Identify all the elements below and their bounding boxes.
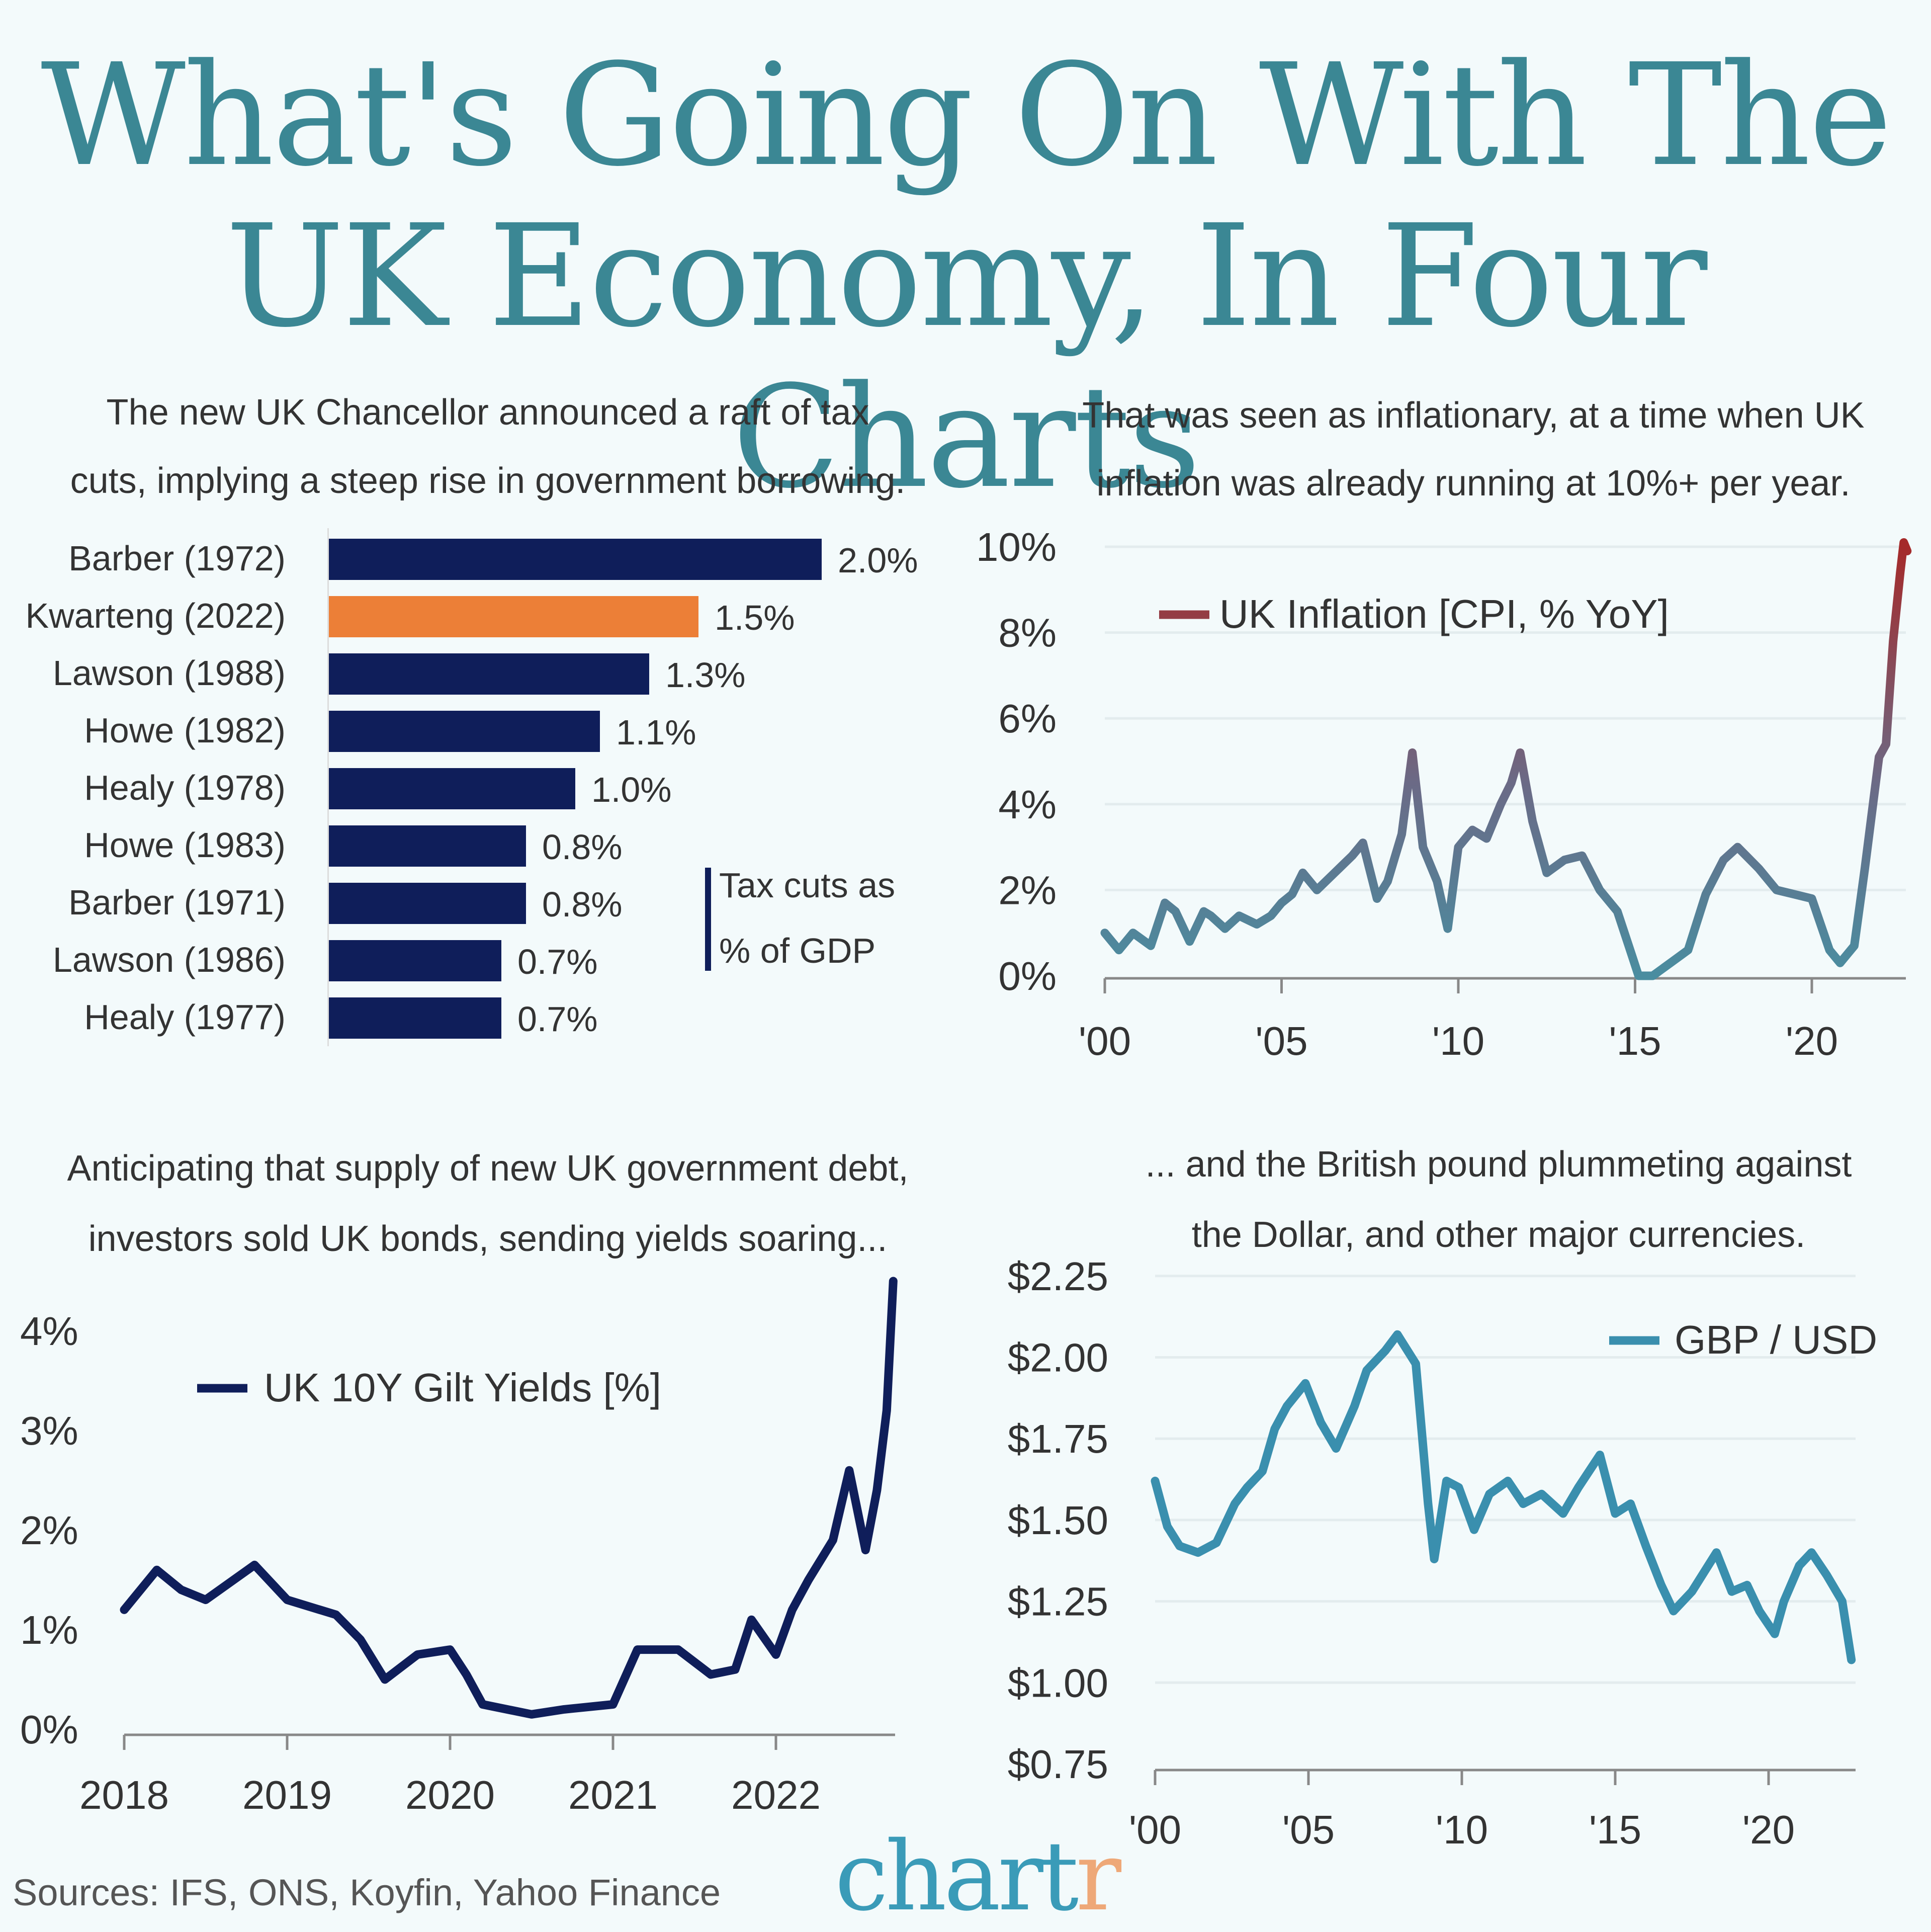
bar-category-label: Howe (1982) <box>84 711 286 750</box>
bar-value-label: 0.8% <box>542 827 623 867</box>
logo-main: chart <box>835 1821 1079 1932</box>
chartr-logo: chartr <box>835 1821 1121 1932</box>
bar <box>329 711 600 752</box>
sources-text: Sources: IFS, ONS, Koyfin, Yahoo Finance <box>13 1872 721 1913</box>
bar-category-label: Kwarteng (2022) <box>25 596 286 635</box>
legend-label: UK Inflation [CPI, % YoY] <box>1219 592 1669 636</box>
chart3-subtitle-1: Anticipating that supply of new UK gover… <box>67 1148 909 1189</box>
series-line <box>1151 1330 1856 1664</box>
bar-value-label: 1.1% <box>616 713 696 752</box>
y-tick-label: 2% <box>20 1508 78 1553</box>
y-tick-label: $1.75 <box>1008 1416 1108 1461</box>
bar-value-label: 1.3% <box>665 655 746 695</box>
x-tick-label: '05 <box>1282 1807 1335 1852</box>
bar <box>329 997 501 1039</box>
x-tick-label: '15 <box>1589 1807 1641 1852</box>
bar-category-label: Lawson (1988) <box>52 653 286 693</box>
y-tick-label: $1.50 <box>1008 1498 1108 1543</box>
bar-category-label: Barber (1971) <box>68 883 286 922</box>
bar-value-label: 1.5% <box>715 598 795 637</box>
y-tick-label: $2.25 <box>1008 1254 1108 1299</box>
y-tick-label: $1.00 <box>1008 1660 1108 1705</box>
x-tick-label: 2021 <box>568 1773 658 1817</box>
bar-value-label: 2.0% <box>838 541 918 580</box>
bar-category-label: Healy (1978) <box>84 768 286 807</box>
bar-value-label: 1.0% <box>591 770 672 809</box>
page-title-line-2: UK Economy, In Four Charts <box>225 195 1707 520</box>
x-tick-label: '15 <box>1609 1019 1661 1063</box>
bar <box>329 883 526 924</box>
page-title-line-1: What's Going On With The <box>41 34 1892 198</box>
y-tick-label: $1.25 <box>1008 1579 1108 1624</box>
y-tick-label: 2% <box>998 868 1057 912</box>
legend-label-2: % of GDP <box>719 931 876 970</box>
chart1-subtitle-1: The new UK Chancellor announced a raft o… <box>106 392 869 433</box>
y-tick-label: 4% <box>20 1309 78 1354</box>
legend-label-1: Tax cuts as <box>719 866 896 905</box>
x-tick-label: '00 <box>1079 1019 1131 1063</box>
bar <box>329 768 575 809</box>
legend-label: GBP / USD <box>1675 1317 1877 1362</box>
y-tick-label: 3% <box>20 1408 78 1453</box>
bar-value-label: 0.7% <box>517 999 598 1039</box>
y-tick-label: $0.75 <box>1008 1742 1108 1787</box>
bar-category-label: Howe (1983) <box>84 825 286 865</box>
series-line <box>120 1277 898 1719</box>
x-tick-label: '10 <box>1436 1807 1488 1852</box>
legend-bar-marker <box>705 868 711 971</box>
bar-value-label: 0.7% <box>517 942 598 981</box>
bar-category-label: Lawson (1986) <box>52 940 286 979</box>
logo-accent: r <box>1076 1821 1121 1932</box>
bar-value-label: 0.8% <box>542 885 623 924</box>
chart3-subtitle-2: investors sold UK bonds, sending yields … <box>88 1219 888 1259</box>
chart4-subtitle-2: the Dollar, and other major currencies. <box>1191 1215 1806 1255</box>
x-tick-label: '20 <box>1786 1019 1838 1063</box>
bar <box>329 653 649 695</box>
y-tick-label: 1% <box>20 1608 78 1652</box>
y-tick-label: 4% <box>998 782 1057 827</box>
bar-category-label: Healy (1977) <box>84 997 286 1037</box>
x-tick-label: 2020 <box>405 1773 495 1817</box>
chart4-subtitle-1: ... and the British pound plummeting aga… <box>1145 1144 1852 1185</box>
legend-label: UK 10Y Gilt Yields [%] <box>264 1365 661 1410</box>
bar <box>329 539 822 580</box>
bar <box>329 596 698 637</box>
bar-category-label: Barber (1972) <box>68 539 286 578</box>
y-tick-label: 6% <box>998 696 1057 741</box>
y-tick-label: $2.00 <box>1008 1335 1108 1380</box>
y-tick-label: 0% <box>20 1707 78 1752</box>
y-tick-label: 8% <box>998 611 1057 655</box>
chart2-subtitle-1: That was seen as inflationary, at a time… <box>1082 395 1865 436</box>
x-tick-label: 2018 <box>79 1773 169 1817</box>
y-tick-label: 10% <box>976 525 1057 569</box>
x-tick-label: '10 <box>1432 1019 1484 1063</box>
bar-axis <box>327 528 329 1046</box>
x-tick-label: '20 <box>1742 1807 1795 1852</box>
bar <box>329 940 501 981</box>
chart2-subtitle-2: inflation was already running at 10%+ pe… <box>1096 463 1851 503</box>
chart1-subtitle-2: cuts, implying a steep rise in governmen… <box>70 461 906 501</box>
bar <box>329 825 526 867</box>
x-tick-label: '05 <box>1255 1019 1307 1063</box>
x-tick-label: 2022 <box>731 1773 821 1817</box>
x-tick-label: '00 <box>1129 1807 1181 1852</box>
y-tick-label: 0% <box>998 954 1057 998</box>
series-line <box>1100 538 1912 980</box>
x-tick-label: 2019 <box>242 1773 332 1817</box>
